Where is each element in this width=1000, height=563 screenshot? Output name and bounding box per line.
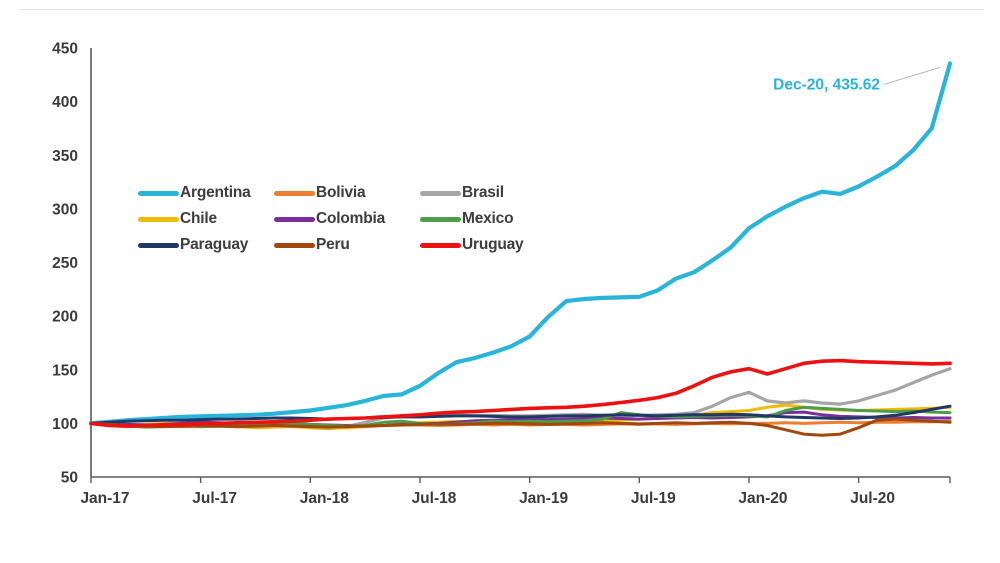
legend-item-argentina: Argentina [138,184,274,202]
legend-swatch-uruguay [420,242,461,248]
legend-item-peru: Peru [274,236,420,254]
x-tick-label: Jul-20 [850,490,895,507]
x-tick-label: Jan-17 [80,490,129,507]
legend-swatch-peru [274,242,315,248]
x-tick-label: Jul-19 [631,490,676,507]
annotation-label: Dec-20, 435.62 [773,76,880,93]
series-line-argentina [88,61,953,426]
legend-item-uruguay: Uruguay [420,236,590,254]
legend-item-colombia: Colombia [274,210,420,228]
legend-swatch-chile [138,216,179,222]
legend-swatch-brasil [420,190,461,196]
x-tick-label: Jul-18 [412,490,457,507]
x-tick-label: Jan-18 [300,490,349,507]
legend-label: Colombia [316,210,386,227]
y-tick-label: 400 [52,94,78,111]
y-tick-label: 50 [61,470,78,487]
legend-label: Bolivia [316,184,366,201]
y-tick-label: 250 [52,255,78,272]
legend-swatch-mexico [420,216,461,222]
annotation-leader-line [883,66,941,85]
legend-item-bolivia: Bolivia [274,184,420,202]
legend-label: Uruguay [462,236,524,253]
legend-label: Argentina [180,184,251,201]
series-line-peru [89,417,952,437]
legend-label: Mexico [462,210,514,227]
legend-label: Brasil [462,184,504,201]
series-line-paraguay [89,404,952,425]
x-tick-label: Jan-19 [519,490,568,507]
legend-item-brasil: Brasil [420,184,590,202]
legend-item-mexico: Mexico [420,210,590,228]
legend-swatch-argentina [138,190,179,196]
legend-label: Chile [180,210,217,227]
x-tick-label: Jul-17 [192,490,237,507]
y-tick-label: 100 [52,416,78,433]
series-line-uruguay [89,358,952,428]
y-tick-label: 300 [52,201,78,218]
legend-label: Paraguay [180,236,249,253]
top-divider [18,9,984,10]
chart-legend: Argentina Bolivia Brasil Chile Colombia Mexic… [138,180,590,258]
legend-swatch-bolivia [274,190,315,196]
legend-item-paraguay: Paraguay [138,236,274,254]
legend-swatch-colombia [274,216,315,222]
legend-label: Peru [316,236,350,253]
legend-swatch-paraguay [138,242,179,248]
x-tick-label: Jan-20 [738,490,787,507]
y-tick-label: 150 [52,362,78,379]
y-tick-label: 350 [52,148,78,165]
y-tick-label: 450 [52,41,78,58]
legend-item-chile: Chile [138,210,274,228]
y-tick-label: 200 [52,309,78,326]
